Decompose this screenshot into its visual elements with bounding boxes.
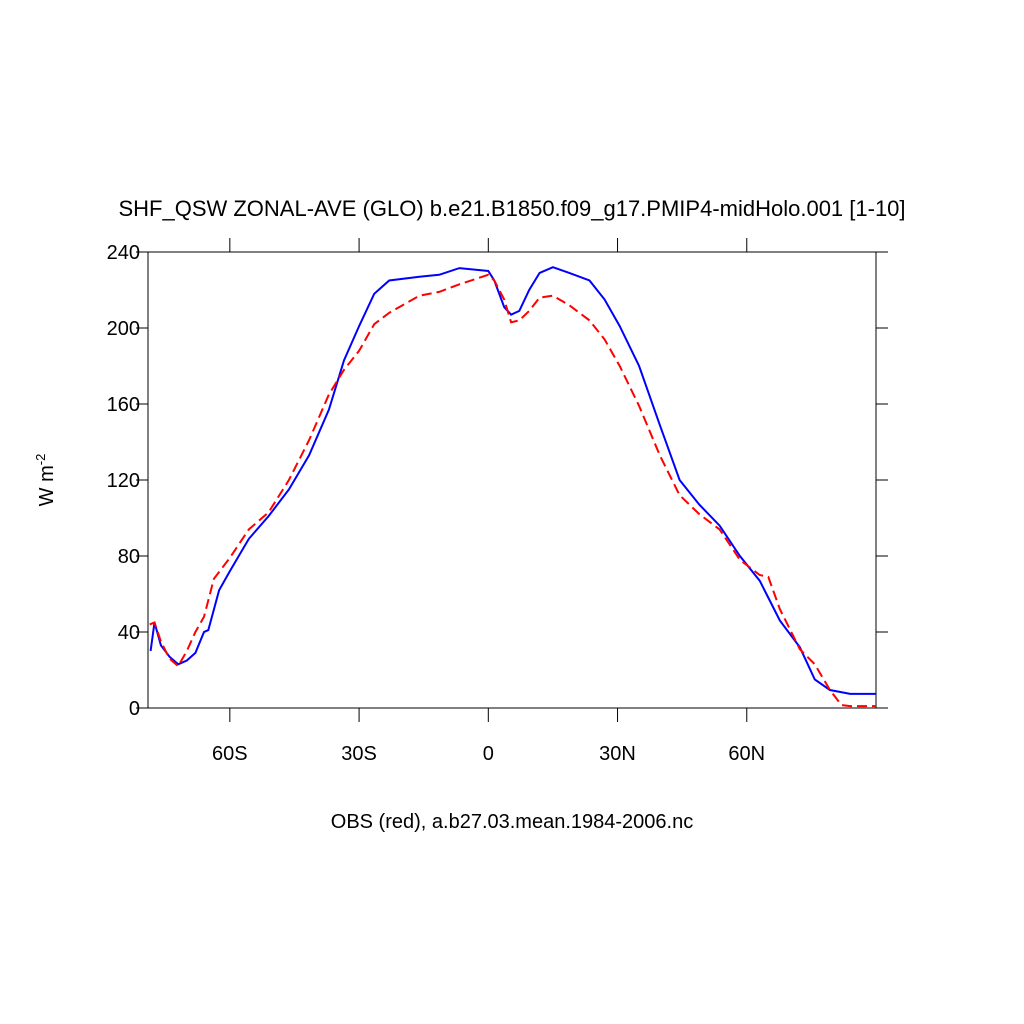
x-tick-label: 30S bbox=[341, 743, 377, 765]
chart-title: SHF_QSW ZONAL-AVE (GLO) b.e21.B1850.f09_… bbox=[118, 196, 905, 221]
y-axis-label: W m-2 bbox=[33, 454, 58, 507]
x-tick-label: 30N bbox=[599, 743, 636, 765]
y-axis-label-superscript: -2 bbox=[33, 454, 48, 466]
y-tick-label: 80 bbox=[118, 546, 140, 568]
x-tick-label: 60S bbox=[212, 743, 248, 765]
y-tick-label: 0 bbox=[129, 698, 140, 720]
y-axis-label-main: W m bbox=[36, 465, 58, 506]
y-tick-label: 160 bbox=[107, 394, 140, 416]
data-line bbox=[149, 273, 876, 708]
y-tick-label: 240 bbox=[107, 242, 140, 264]
plot-frame bbox=[147, 251, 877, 709]
x-tick-label: 60N bbox=[728, 743, 765, 765]
y-tick-label: 40 bbox=[118, 622, 140, 644]
y-tick-label: 200 bbox=[107, 318, 140, 340]
x-tick-label: 0 bbox=[483, 743, 494, 765]
data-line bbox=[149, 266, 876, 695]
y-tick-label: 120 bbox=[107, 470, 140, 492]
x-axis-label: OBS (red), a.b27.03.mean.1984-2006.nc bbox=[331, 811, 693, 833]
